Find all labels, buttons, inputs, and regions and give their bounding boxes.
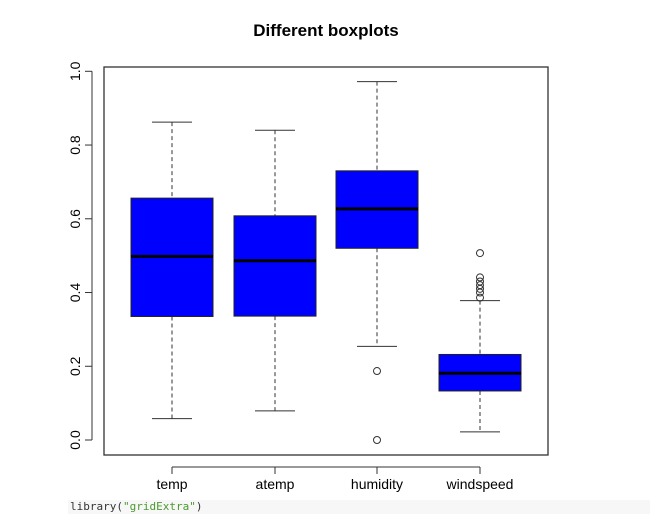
boxplot-chart: Different boxplots 0.0 0.2 0.4 0.6 0.8 1.0 tem… — [67, 21, 549, 492]
plot-frame — [103, 66, 549, 456]
outlier-point — [476, 293, 484, 302]
x-tick-label: temp — [156, 476, 187, 492]
code-arg: "gridExtra" — [122, 500, 196, 513]
x-tick-label: windspeed — [446, 476, 514, 492]
code-fn: library( — [70, 500, 123, 513]
outlier-point — [373, 367, 381, 376]
outlier-point — [476, 288, 484, 297]
y-tick-label: 0.6 — [67, 209, 83, 229]
y-tick-label: 0.0 — [67, 430, 83, 450]
code-close: ) — [195, 500, 203, 513]
code-line: library("gridExtra") — [68, 500, 650, 514]
outlier-point — [373, 436, 381, 444]
y-tick-label: 0.4 — [67, 283, 83, 303]
chart-title: Different boxplots — [253, 21, 398, 40]
x-tick-label: atemp — [256, 476, 295, 492]
box-atemp — [233, 215, 317, 317]
y-tick-label: 0.8 — [67, 135, 83, 155]
outlier-point — [476, 249, 484, 258]
outlier-point — [476, 284, 484, 293]
y-tick-label: 1.0 — [67, 61, 83, 81]
y-tick-label: 0.2 — [67, 356, 83, 376]
x-tick-label: humidity — [351, 476, 403, 492]
outlier-point — [476, 273, 484, 282]
